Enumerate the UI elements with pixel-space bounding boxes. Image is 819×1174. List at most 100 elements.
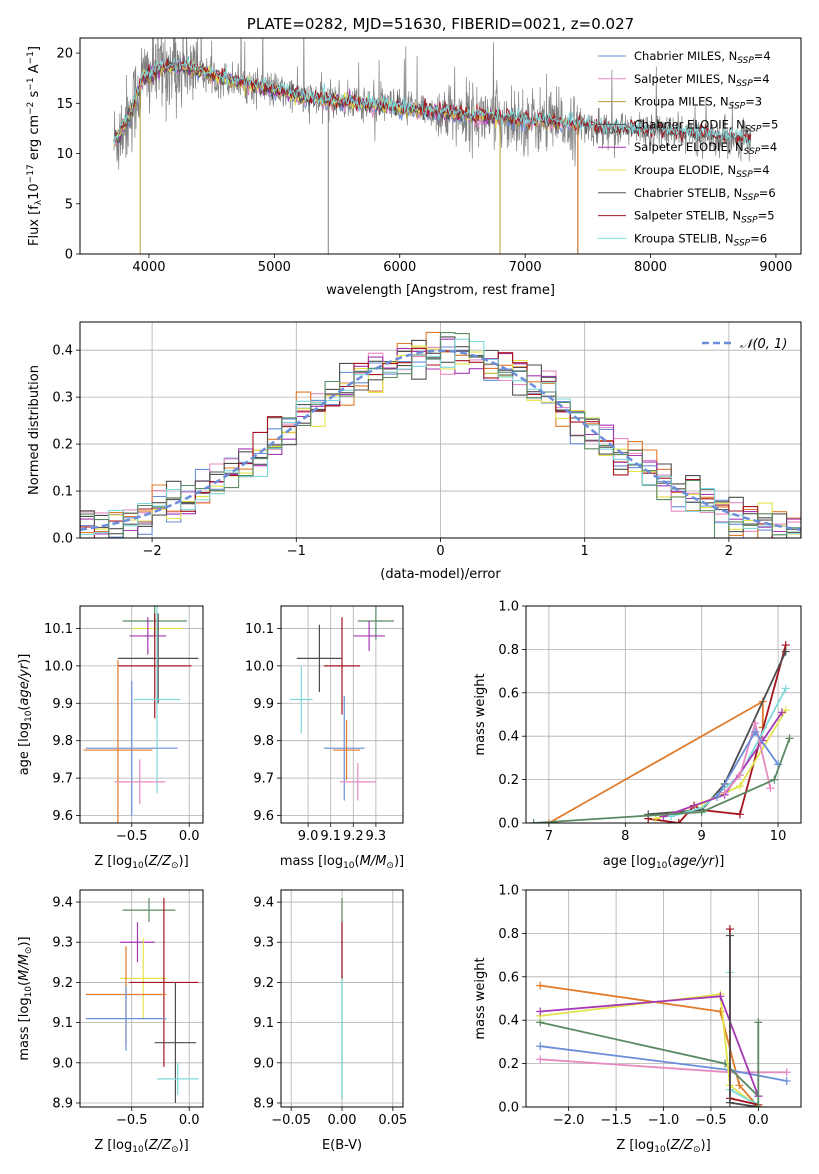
weight-series-line [648,651,787,816]
weight-marker [536,981,545,990]
y-tick-label: 9.2 [52,976,73,991]
x-tick-label: −1.5 [600,1113,632,1128]
y-tick-label: 9.6 [253,809,274,824]
spectrum-xlabel: wavelength [Angstrom, rest frame] [326,283,555,298]
x-tick-label: −0.5 [695,1113,727,1128]
age-vs-mass-xlabel: mass [log10(M/M⊙)] [280,854,404,871]
weight-marker [674,819,683,823]
weight-marker [735,1081,744,1090]
errorbar-point [154,982,197,1103]
y-tick-label: 8.9 [52,1096,73,1111]
y-tick-label: 9.1 [253,1016,274,1031]
spectrum-lines [113,38,752,254]
weight-vs-age-panel: 7 8 9 10 0.0 0.2 0.4 0.6 0.8 1.0 age [log10(age/yr… [473,600,802,871]
weight-marker [536,1007,545,1016]
residuals-xlabel: (data-model)/error [380,567,501,582]
legend-label: 𝒩(0, 1) [740,337,787,352]
weight-marker [751,719,760,728]
weight-marker [735,810,744,819]
mass-vs-Z-panel: −0.5 0.0 8.9 9.0 9.1 9.2 9.3 9.4 Z [log10(Z/Z⊙)]… [17,889,204,1155]
x-tick-label: −2.0 [553,1113,585,1128]
errorbar-point [129,617,167,655]
residual-histograms [80,331,801,538]
y-tick-label: 1.0 [498,884,519,899]
y-tick-label: 0.2 [498,1057,519,1072]
errorbar-point [129,898,199,1067]
y-tick-label: 9.0 [52,1056,73,1071]
y-tick-label: 9.9 [253,697,274,712]
histogram-8 [80,338,801,536]
errorbar-point [120,922,155,963]
errorbar-point [339,763,376,801]
weight-series-line [729,972,755,1104]
histogram-9 [80,332,801,538]
y-tick-label: 0.4 [498,1014,519,1029]
legend-label: Kroupa ELODIE, NSSP=4 [634,163,770,180]
x-tick-label: 9.2 [343,829,364,844]
y-tick-label: 9.2 [253,976,274,991]
weight-vs-age-series [529,641,794,823]
weight-marker [735,771,744,780]
age-vs-Z-ylabel: age [log10(age/yr)] [17,654,34,776]
errorbar-point [117,613,192,719]
x-tick-label: −2 [143,544,162,559]
x-tick-label: 2 [725,544,733,559]
weight-marker [720,788,729,797]
x-tick-label: 7 [545,829,553,844]
axes-frame [79,37,802,255]
y-tick-label: 0.2 [498,773,519,788]
y-tick-label: 0 [65,248,73,263]
y-tick-label: 0.6 [498,970,519,985]
x-tick-label: 9.3 [366,829,387,844]
axes-frame [280,605,404,824]
y-tick-label: 0.4 [52,344,73,359]
errorbar-point [157,1062,199,1095]
residuals-ylabel: Normed distribution [27,365,42,495]
errorbar-point [122,898,176,923]
legend-label: Salpeter STELIB, NSSP=5 [634,209,775,226]
errorbar-point [134,606,181,794]
x-tick-label: 0.0 [179,829,200,844]
x-tick-label: 9000 [759,260,792,275]
weight-series-line [729,929,759,1106]
x-tick-label: 9 [698,829,706,844]
weight-marker [712,792,721,801]
mass-vs-Z-xlabel: Z [log10(Z/Z⊙)] [94,1138,188,1155]
errorbar-point [114,759,166,805]
weight-vs-Z-ylabel: mass weight [473,957,488,1039]
weight-marker [529,819,538,823]
residuals-panel: −2 −1 0 1 2 0.0 0.1 0.2 0.3 0.4 𝒩(0, 1) (data-model… [27,321,802,582]
normal-reference-curve [80,349,801,532]
axes-frame [79,321,802,539]
model-line-kroupa-stelib [113,57,752,146]
weight-series-line [723,719,772,794]
weight-marker [651,814,660,823]
y-tick-label: 9.7 [253,772,274,787]
weight-marker [725,1098,734,1107]
age-vs-Z-panel: −0.5 0.0 9.6 9.7 9.8 9.9 10.0 10.1 Z [log10(Z/Z⊙… [17,605,204,871]
legend-label: Chabrier ELODIE, NSSP=5 [634,117,778,134]
mass-vs-Z-ylabel: mass [log10(M/M⊙)] [17,936,34,1060]
x-tick-label: −0.5 [116,829,148,844]
errorbar-point [83,660,153,823]
axes-frame [280,889,404,1108]
y-tick-label: 0.6 [498,686,519,701]
spectrum-title: PLATE=0282, MJD=51630, FIBERID=0021, z=0… [247,15,634,33]
y-tick-label: 0.0 [498,817,519,832]
y-tick-label: 10.1 [245,622,274,637]
y-tick-label: 9.8 [253,734,274,749]
y-tick-label: 0.0 [52,532,73,547]
age-vs-mass-points [290,606,394,801]
weight-vs-age-ylabel: mass weight [473,673,488,755]
x-tick-label: 7000 [509,260,542,275]
y-tick-label: 0.8 [498,643,519,658]
y-tick-label: 1.0 [498,600,519,615]
weight-series-line [548,699,764,823]
age-vs-Z-points [83,606,199,823]
y-tick-label: 10.0 [245,659,274,674]
x-tick-label: 0.0 [748,1113,769,1128]
errorbar-point [117,613,199,704]
weight-marker [770,775,779,784]
weight-marker [716,992,725,1001]
